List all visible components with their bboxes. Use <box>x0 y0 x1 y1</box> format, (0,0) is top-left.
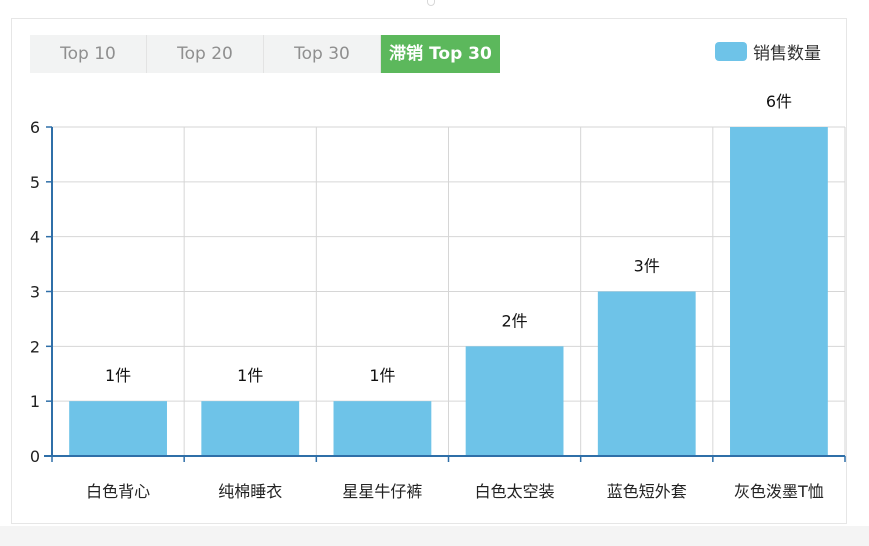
y-tick-label: 3 <box>30 283 40 302</box>
bar <box>69 401 167 456</box>
data-label: 6件 <box>766 92 792 111</box>
tab-top-20[interactable]: Top 20 <box>147 35 264 73</box>
x-tick-label: 纯棉睡衣 <box>218 482 282 501</box>
x-tick-label: 白色背心 <box>86 482 150 501</box>
data-label: 1件 <box>369 366 395 385</box>
x-tick-label: 白色太空装 <box>475 482 555 501</box>
legend-swatch <box>715 41 747 61</box>
y-tick-label: 4 <box>30 228 40 247</box>
bar <box>730 127 828 456</box>
tab-top-10[interactable]: Top 10 <box>30 35 147 73</box>
bar <box>333 401 432 456</box>
data-label: 1件 <box>237 366 263 385</box>
y-tick-label: 5 <box>30 173 40 192</box>
bar <box>201 401 300 456</box>
legend[interactable]: 销售数量 <box>715 40 821 64</box>
tab-bar: Top 10 Top 20 Top 30 滞销 Top 30 <box>30 35 500 73</box>
loading-indicator <box>427 0 435 6</box>
data-label: 1件 <box>105 366 131 385</box>
x-tick-label: 星星牛仔裤 <box>342 482 422 501</box>
bottom-shade <box>0 526 869 546</box>
y-tick-label: 2 <box>30 337 40 356</box>
bar <box>465 346 564 456</box>
data-label: 3件 <box>634 257 660 276</box>
y-tick-label: 0 <box>30 447 40 466</box>
tab-top-30[interactable]: Top 30 <box>264 35 381 73</box>
data-label: 2件 <box>501 311 527 330</box>
tab-unsold-top-30[interactable]: 滞销 Top 30 <box>381 35 500 73</box>
x-tick-label: 灰色泼墨T恤 <box>734 482 824 501</box>
legend-label: 销售数量 <box>753 43 821 64</box>
y-tick-label: 1 <box>30 392 40 411</box>
bar <box>597 291 696 456</box>
y-tick-label: 6 <box>30 118 40 137</box>
x-tick-label: 蓝色短外套 <box>607 482 687 501</box>
